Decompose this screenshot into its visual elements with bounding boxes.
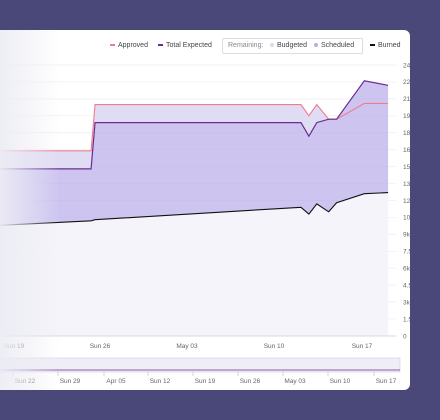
legend-budgeted[interactable]: Budgeted bbox=[270, 41, 307, 51]
navigator-tick-label: Sun 10 bbox=[330, 378, 351, 385]
y-tick-label: 19.5k bbox=[403, 113, 410, 120]
y-tick-label: 3k bbox=[403, 299, 410, 306]
total-expected-line bbox=[0, 80, 389, 170]
series-lines bbox=[0, 80, 389, 226]
remaining-group bbox=[222, 38, 363, 54]
navigator-tick-label: Sun 29 bbox=[60, 378, 81, 385]
y-tick-label: 16.5k bbox=[403, 147, 410, 154]
approved-line bbox=[0, 102, 389, 152]
y-tick-label: 24k bbox=[403, 62, 410, 69]
chart-plot: 0 1.5k 3k 4.5k 6k 7.5k 9k 10.5k 12k 13.5k 15k 16.5k… bbox=[0, 62, 410, 385]
y-tick-label: 0 bbox=[403, 333, 407, 340]
y-tick-label: 15k bbox=[403, 164, 410, 171]
y-tick-label: 1.5k bbox=[403, 316, 410, 323]
y-tick-label: 18k bbox=[403, 130, 410, 137]
y-tick-label: 9k bbox=[403, 232, 410, 239]
budgeted-swatch-icon bbox=[270, 43, 274, 48]
legend-total-expected[interactable]: Total Expected bbox=[158, 41, 212, 51]
total-expected-swatch-icon bbox=[158, 44, 163, 47]
approved-swatch-icon bbox=[110, 44, 115, 47]
y-tick-label: 4.5k bbox=[403, 282, 410, 289]
y-tick-label: 6k bbox=[403, 266, 410, 273]
burned-area bbox=[0, 192, 389, 336]
x-tick-label: Sun 10 bbox=[264, 343, 285, 350]
legend-approved[interactable]: Approved bbox=[110, 41, 148, 51]
burned-line bbox=[0, 192, 389, 226]
burned-swatch-icon bbox=[370, 44, 375, 47]
legend-scheduled[interactable]: Scheduled bbox=[314, 41, 354, 51]
navigator: Sun 22 Sun 29 Apr 05 Sun 12 Sun 19 Sun 26 May … bbox=[0, 357, 401, 385]
y-tick-label: 13.5k bbox=[403, 181, 410, 188]
navigator-tick-label: Sun 19 bbox=[195, 378, 216, 385]
x-tick-label: Sun 17 bbox=[352, 343, 373, 350]
navigator-tick-label: May 03 bbox=[284, 378, 306, 385]
navigator-tick-label: Sun 17 bbox=[376, 378, 397, 385]
y-tick-label: 21k bbox=[403, 96, 410, 103]
scheduled-swatch-icon bbox=[314, 43, 318, 48]
y-tick-label: 22.5k bbox=[403, 79, 410, 86]
navigator-selection bbox=[0, 358, 400, 372]
chart-card: Approved Total Expected Remaining: Budge… bbox=[0, 30, 410, 390]
legend: Approved Total Expected Remaining: Budge… bbox=[0, 38, 410, 57]
y-tick-label: 12k bbox=[403, 198, 410, 205]
y-tick-label: 7.5k bbox=[403, 249, 410, 256]
legend-remaining-label: Remaining: bbox=[228, 42, 264, 49]
navigator-tick-label: Sun 12 bbox=[150, 378, 171, 385]
y-tick-label: 10.5k bbox=[403, 215, 410, 222]
navigator-tick-label: Sun 22 bbox=[15, 378, 36, 385]
scheduled-area bbox=[0, 80, 389, 226]
navigator-track bbox=[0, 357, 401, 373]
x-tick-label: Sun 26 bbox=[90, 343, 111, 350]
x-tick-label: Sun 19 bbox=[4, 343, 25, 350]
navigator-tick-label: Apr 05 bbox=[106, 378, 126, 385]
x-axis: Sun 19 Sun 26 May 03 Sun 10 Sun 17 bbox=[0, 335, 396, 350]
y-axis: 0 1.5k 3k 4.5k 6k 7.5k 9k 10.5k 12k 13.5k 15k 16.5k… bbox=[403, 62, 410, 340]
x-tick-label: May 03 bbox=[176, 343, 198, 350]
navigator-tick-label: Sun 26 bbox=[240, 378, 261, 385]
legend-burned[interactable]: Burned bbox=[370, 41, 401, 51]
